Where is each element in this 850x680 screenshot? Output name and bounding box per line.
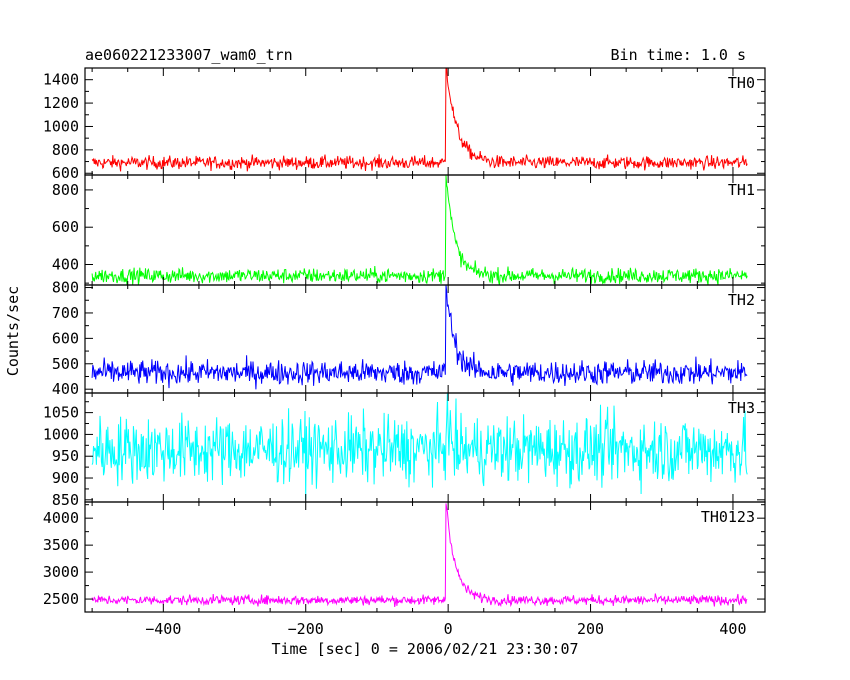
y-tick-label: 1000 bbox=[43, 117, 79, 135]
y-tick-label: 1050 bbox=[43, 404, 79, 422]
y-tick-label: 3000 bbox=[43, 563, 79, 581]
y-tick-label: 700 bbox=[52, 304, 79, 322]
panel-frame bbox=[84, 174, 766, 286]
panel-label-th3: TH3 bbox=[728, 399, 755, 417]
x-tick-label: 0 bbox=[444, 620, 453, 638]
panel-label-th0123: TH0123 bbox=[701, 508, 755, 526]
series-line-th3 bbox=[91, 393, 748, 500]
y-tick-label: 500 bbox=[52, 355, 79, 373]
series-line-th2 bbox=[91, 285, 748, 390]
y-tick-label: 600 bbox=[52, 164, 79, 182]
y-tick-label: 600 bbox=[52, 329, 79, 347]
panel-th2: 400 500 600 700 800 TH2 bbox=[52, 279, 766, 398]
panel-th0123: 2500 3000 3500 4000 TH0123 bbox=[43, 501, 766, 613]
y-tick-label: 600 bbox=[52, 218, 79, 236]
x-tick-label: 400 bbox=[719, 620, 746, 638]
y-tick-label: 400 bbox=[52, 380, 79, 398]
panel-label-th2: TH2 bbox=[728, 291, 755, 309]
x-tick-label: −200 bbox=[288, 620, 324, 638]
y-tick-label: 800 bbox=[52, 181, 79, 199]
series-line-th0 bbox=[91, 68, 748, 172]
y-tick-label: 3500 bbox=[43, 536, 79, 554]
panel-label-th1: TH1 bbox=[728, 181, 755, 199]
panel-label-th0: TH0 bbox=[728, 74, 755, 92]
series-line-th0123 bbox=[91, 503, 748, 608]
y-tick-label: 1400 bbox=[43, 71, 79, 89]
bin-time-label: Bin time: 1.0 s bbox=[611, 46, 746, 64]
panel-frame bbox=[84, 501, 766, 613]
y-tick-label: 2500 bbox=[43, 590, 79, 608]
y-tick-label: 800 bbox=[52, 141, 79, 159]
chart-title: ae060221233007_wam0_trn bbox=[85, 46, 293, 64]
y-tick-label: 850 bbox=[52, 491, 79, 509]
series-line-th1 bbox=[91, 175, 748, 285]
y-tick-label: 950 bbox=[52, 447, 79, 465]
y-tick-label: 1200 bbox=[43, 94, 79, 112]
y-tick-label: 1000 bbox=[43, 425, 79, 443]
panel-frame bbox=[84, 284, 766, 394]
y-tick-label: 4000 bbox=[43, 509, 79, 527]
x-axis-label: Time [sec] 0 = 2006/02/21 23:30:07 bbox=[271, 640, 578, 658]
panel-th3: 850 900 950 1000 1050 TH3 bbox=[43, 392, 766, 509]
y-tick-label: 400 bbox=[52, 255, 79, 273]
x-tick-label: −400 bbox=[145, 620, 181, 638]
x-tick-label: 200 bbox=[577, 620, 604, 638]
y-tick-label: 800 bbox=[52, 279, 79, 297]
panel-th1: 400 600 800 TH1 bbox=[52, 174, 766, 286]
y-axis-label: Counts/sec bbox=[4, 286, 22, 376]
panel-th0: 600 800 1000 1200 1400 TH0 bbox=[43, 67, 766, 182]
y-tick-label: 900 bbox=[52, 469, 79, 487]
